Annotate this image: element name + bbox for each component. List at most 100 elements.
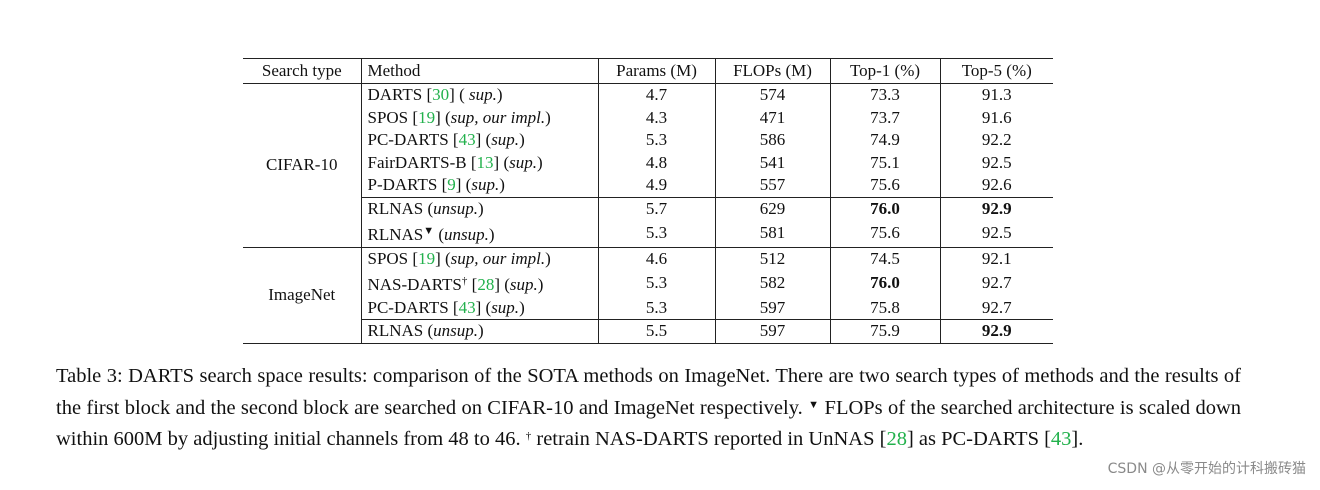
params-cell: 4.7 bbox=[598, 83, 716, 107]
top1-cell: 75.1 bbox=[830, 151, 941, 174]
flops-cell: 586 bbox=[715, 129, 831, 152]
table-row: PC-DARTS [43] (sup.) 5.3 597 75.8 92.7 bbox=[243, 296, 1053, 320]
method-name: FairDARTS-B bbox=[367, 152, 471, 172]
method-note: unsup. bbox=[433, 321, 479, 340]
params-cell: 4.6 bbox=[598, 246, 716, 270]
header-method: Method bbox=[361, 58, 599, 84]
note-close: ) bbox=[499, 175, 505, 194]
table-row: PC-DARTS [43] (sup.) 5.3 586 74.9 92.2 bbox=[243, 129, 1053, 152]
note-close: ) bbox=[488, 225, 495, 244]
method-note: unsup. bbox=[433, 198, 479, 218]
header-search-type: Search type bbox=[243, 58, 362, 84]
params-cell: 5.3 bbox=[598, 129, 716, 152]
note-close: ) bbox=[478, 198, 484, 218]
method-cell: P-DARTS [9] (sup.) bbox=[361, 174, 599, 197]
method-note: unsup. bbox=[444, 225, 489, 244]
method-cell: NAS-DARTS† [28] (sup.) bbox=[361, 270, 599, 297]
note-open: ( bbox=[454, 85, 469, 104]
top5-cell: 92.6 bbox=[981, 175, 1012, 194]
table-row: P-DARTS [9] (sup.) 4.9 557 75.6 92.6 bbox=[243, 174, 1053, 197]
citation-link[interactable]: 9 bbox=[447, 175, 456, 194]
citation-link[interactable]: 19 bbox=[418, 107, 436, 127]
top5-cell: 92.9 bbox=[940, 196, 1053, 220]
citation-link[interactable]: 43 bbox=[458, 130, 476, 149]
method-name: PC-DARTS bbox=[367, 297, 453, 317]
method-cell: SPOS [19] (sup, our impl.) bbox=[361, 106, 599, 129]
caption-dagger-mark: † bbox=[525, 430, 532, 442]
top5-cell: 92.2 bbox=[981, 130, 1012, 149]
search-type-cell: ImageNet bbox=[243, 246, 362, 344]
top5-cell: 92.1 bbox=[940, 246, 1053, 270]
note-close: ) bbox=[545, 107, 551, 127]
table-row: ImageNet SPOS [19] (sup, our impl.) 4.6 512… bbox=[243, 246, 1053, 344]
note-open: ( bbox=[423, 321, 434, 340]
caption-text-4: ] as PC-DARTS [ bbox=[906, 428, 1051, 450]
top1-cell: 75.9 bbox=[830, 319, 941, 344]
citation-link[interactable]: 28 bbox=[477, 275, 495, 294]
note-close: ) bbox=[478, 321, 484, 340]
caption-citation-link[interactable]: 43 bbox=[1050, 428, 1072, 450]
method-cell: RLNAS (unsup.) bbox=[361, 319, 599, 344]
method-note: sup. bbox=[491, 130, 520, 149]
top1-cell: 75.8 bbox=[830, 296, 941, 320]
caption-text-2: FLOPs of the searched architecture is sc… bbox=[56, 396, 1241, 451]
note-close: ) bbox=[545, 248, 551, 268]
flops-cell: 574 bbox=[715, 83, 831, 107]
flops-cell: 597 bbox=[715, 319, 831, 344]
citation-link[interactable]: 19 bbox=[418, 248, 436, 268]
top1-cell: 76.0 bbox=[830, 270, 941, 297]
top1-cell: 75.6 bbox=[830, 174, 941, 197]
method-name: RLNAS bbox=[367, 198, 424, 218]
method-note: sup. bbox=[509, 152, 537, 172]
table-row: RLNAS▼ (unsup.) 5.3 581 75.6 92.5 bbox=[243, 220, 1053, 247]
table-row: SPOS [19] (sup, our impl.) 4.3 471 73.7 91.6 bbox=[243, 106, 1053, 129]
citation-link[interactable]: 13 bbox=[476, 152, 494, 172]
params-cell: 5.5 bbox=[598, 319, 716, 344]
method-cell: RLNAS (unsup.) bbox=[361, 196, 599, 220]
header-params: Params (M) bbox=[598, 58, 716, 84]
top1-cell: 74.5 bbox=[830, 246, 941, 270]
note-open: ( bbox=[481, 297, 492, 317]
watermark: CSDN @从零开始的计科搬砖猫 bbox=[1107, 461, 1306, 477]
citation-link[interactable]: 30 bbox=[432, 85, 450, 104]
header-top1: Top-1 (%) bbox=[830, 58, 941, 84]
flops-cell: 581 bbox=[715, 220, 831, 247]
method-mark: † bbox=[461, 275, 468, 287]
method-cell: DARTS [30] ( sup.) bbox=[361, 83, 599, 107]
params-cell: 4.3 bbox=[598, 106, 716, 129]
method-cell: PC-DARTS [43] (sup.) bbox=[361, 296, 599, 320]
note-open: ( bbox=[481, 130, 492, 149]
top1-cell: 75.6 bbox=[830, 220, 941, 247]
top1-cell: 74.9 bbox=[830, 129, 941, 152]
results-table: Search type Method Params (M) FLOPs (M) … bbox=[243, 58, 1053, 344]
method-name: RLNAS bbox=[367, 225, 424, 244]
caption-citation-link[interactable]: 28 bbox=[886, 428, 907, 450]
caption-text-1: Table 3: DARTS search space results: com… bbox=[56, 365, 1241, 419]
top1-cell: 73.3 bbox=[830, 83, 941, 107]
top5-cell: 92.5 bbox=[981, 223, 1012, 242]
note-open: ( bbox=[440, 248, 451, 268]
method-name: P-DARTS bbox=[367, 175, 442, 194]
note-close: ) bbox=[519, 297, 525, 317]
method-note: sup. bbox=[471, 175, 500, 194]
note-open: ( bbox=[499, 275, 510, 294]
flops-cell: 557 bbox=[715, 174, 831, 197]
method-cell: RLNAS▼ (unsup.) bbox=[361, 220, 599, 247]
method-mark: ▼ bbox=[423, 225, 435, 237]
flops-cell: 471 bbox=[715, 106, 831, 129]
top5-cell: 92.9 bbox=[940, 319, 1053, 344]
note-open: ( bbox=[440, 107, 451, 127]
caption-triangle-mark: ▼ bbox=[808, 398, 820, 411]
flops-cell: 597 bbox=[715, 296, 831, 320]
top5-cell: 91.6 bbox=[981, 107, 1012, 127]
method-note: sup. bbox=[509, 275, 538, 294]
note-open: ( bbox=[499, 152, 510, 172]
note-close: ) bbox=[519, 130, 525, 149]
note-open: ( bbox=[461, 175, 472, 194]
params-cell: 5.3 bbox=[598, 220, 716, 247]
method-note: sup, our impl. bbox=[450, 248, 546, 268]
method-name: SPOS bbox=[367, 248, 413, 268]
note-close: ) bbox=[537, 275, 544, 294]
method-name: NAS-DARTS bbox=[367, 275, 462, 294]
citation-link[interactable]: 43 bbox=[458, 297, 476, 317]
